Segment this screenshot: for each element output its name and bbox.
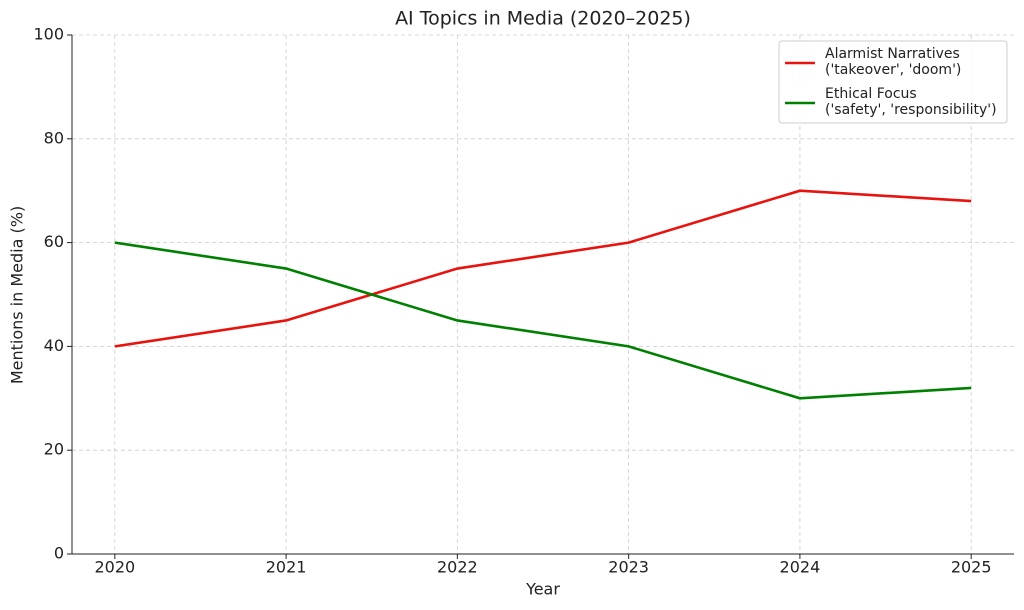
- legend-label: Ethical Focus ('safety', 'responsibility'…: [825, 86, 997, 118]
- y-tick-label: 60: [44, 232, 64, 251]
- y-tick-label: 40: [44, 336, 64, 355]
- y-tick-label: 100: [33, 25, 64, 44]
- x-tick-label: 2024: [780, 558, 821, 577]
- x-tick-label: 2020: [94, 558, 135, 577]
- y-tick-label: 80: [44, 128, 64, 147]
- x-axis-label: Year: [525, 580, 560, 599]
- x-tick-label: 2022: [437, 558, 478, 577]
- x-tick-label: 2021: [266, 558, 307, 577]
- series-line: [114, 189, 972, 348]
- series-line: [114, 241, 972, 400]
- legend-label: Alarmist Narratives ('takeover', 'doom'): [825, 46, 961, 78]
- y-tick-label: 20: [44, 440, 64, 459]
- legend-box: [778, 40, 1008, 124]
- y-axis-label: Mentions in Media (%): [8, 206, 27, 384]
- y-tick-label: 0: [54, 544, 64, 563]
- x-tick-label: 2023: [608, 558, 649, 577]
- x-tick-label: 2025: [951, 558, 992, 577]
- chart-title: AI Topics in Media (2020–2025): [395, 8, 691, 30]
